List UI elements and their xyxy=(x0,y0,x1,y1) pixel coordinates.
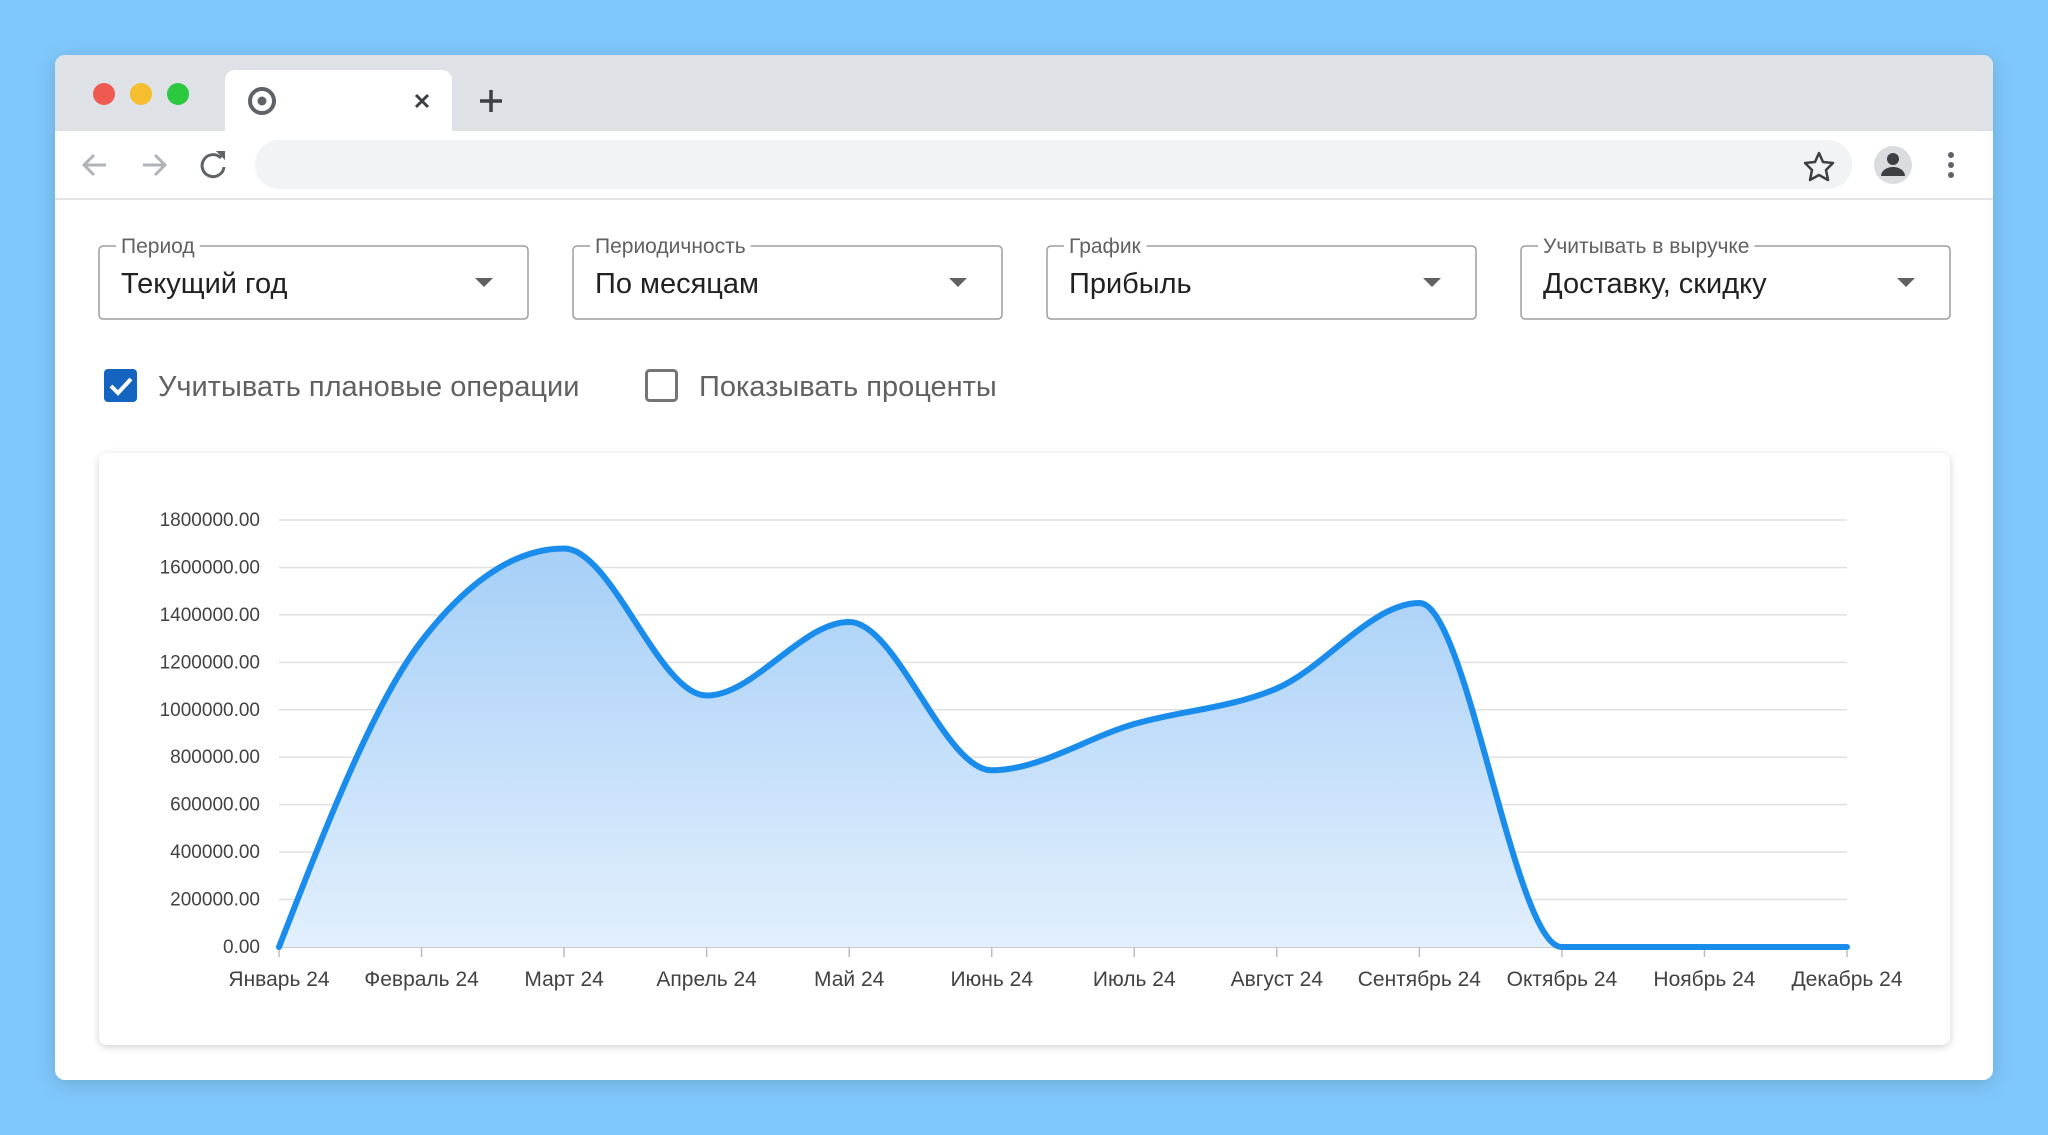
line xyxy=(276,545,1850,951)
select-value: Доставку, скидку xyxy=(1543,268,1767,300)
x-tick-label: Февраль 24 xyxy=(364,968,479,991)
tab-close[interactable] xyxy=(414,93,430,109)
select-box[interactable] xyxy=(98,245,529,320)
x-tick-label: Сентябрь 24 xyxy=(1358,968,1482,991)
select-label: Периодичность xyxy=(595,235,746,258)
y-tick-label: 200000.00 xyxy=(170,890,260,911)
minimize-dot[interactable] xyxy=(130,83,152,105)
select-arrow[interactable] xyxy=(949,278,967,287)
select-arrow[interactable] xyxy=(1423,278,1441,287)
y-tick-label: 1400000.00 xyxy=(160,605,260,626)
checkbox-label: Учитывать плановые операции xyxy=(158,371,579,403)
y-tick-label: 600000.00 xyxy=(170,795,260,816)
select-label: График xyxy=(1069,235,1142,258)
x-tick-label: Март 24 xyxy=(524,968,604,991)
x-tick-label: Ноябрь 24 xyxy=(1653,968,1755,991)
x-tick-label: Январь 24 xyxy=(228,968,329,991)
x-tick-label: Июль 24 xyxy=(1093,968,1176,991)
label-gap xyxy=(116,243,200,249)
maximize-dot[interactable] xyxy=(167,83,189,105)
x-tick-label: Июнь 24 xyxy=(950,968,1033,991)
x-tick-label: Октябрь 24 xyxy=(1507,968,1618,991)
forward-button[interactable] xyxy=(143,153,168,177)
close-dot[interactable] xyxy=(93,83,115,105)
checkmark xyxy=(109,377,133,396)
label-gap xyxy=(1064,243,1147,249)
tab-icon xyxy=(248,87,276,115)
select-label: Период xyxy=(121,235,195,258)
tab[interactable] xyxy=(225,70,452,131)
address-bar[interactable] xyxy=(255,140,1852,189)
select-box[interactable] xyxy=(572,245,1003,320)
y-tick-label: 800000.00 xyxy=(170,747,260,768)
y-tick-label: 0.00 xyxy=(223,937,260,958)
x-tick-label: Декабрь 24 xyxy=(1791,968,1902,991)
checkbox-unchecked[interactable] xyxy=(645,369,678,402)
checkbox-checked[interactable] xyxy=(104,369,137,402)
select-label: Учитывать в выручке xyxy=(1543,235,1749,258)
x-tick-label: Апрель 24 xyxy=(656,968,757,991)
y-tick-label: 1200000.00 xyxy=(160,652,260,673)
tab-bar xyxy=(55,55,1993,131)
y-tick-label: 1000000.00 xyxy=(160,700,260,721)
label-gap xyxy=(1538,243,1755,249)
label-gap xyxy=(590,243,751,249)
select-box[interactable] xyxy=(1046,245,1477,320)
new-tab[interactable] xyxy=(480,90,502,112)
y-tick-label: 1800000.00 xyxy=(160,510,260,531)
y-tick-label: 400000.00 xyxy=(170,842,260,863)
back-button[interactable] xyxy=(81,153,106,177)
select-value: По месяцам xyxy=(595,268,759,300)
profile-avatar[interactable] xyxy=(1874,146,1912,184)
select-value: Текущий год xyxy=(121,268,287,300)
x-tick-label: Август 24 xyxy=(1231,968,1324,991)
area xyxy=(279,548,1847,947)
select-arrow[interactable] xyxy=(475,278,493,287)
menu-button[interactable] xyxy=(1948,152,1954,178)
bookmark-star[interactable] xyxy=(1803,151,1835,182)
select-arrow[interactable] xyxy=(1897,278,1915,287)
select-value: Прибыль xyxy=(1069,268,1192,300)
y-tick-label: 1600000.00 xyxy=(160,557,260,578)
reload-button[interactable] xyxy=(200,151,226,179)
checkbox-label: Показывать проценты xyxy=(699,371,997,403)
x-tick-label: Май 24 xyxy=(814,968,885,991)
